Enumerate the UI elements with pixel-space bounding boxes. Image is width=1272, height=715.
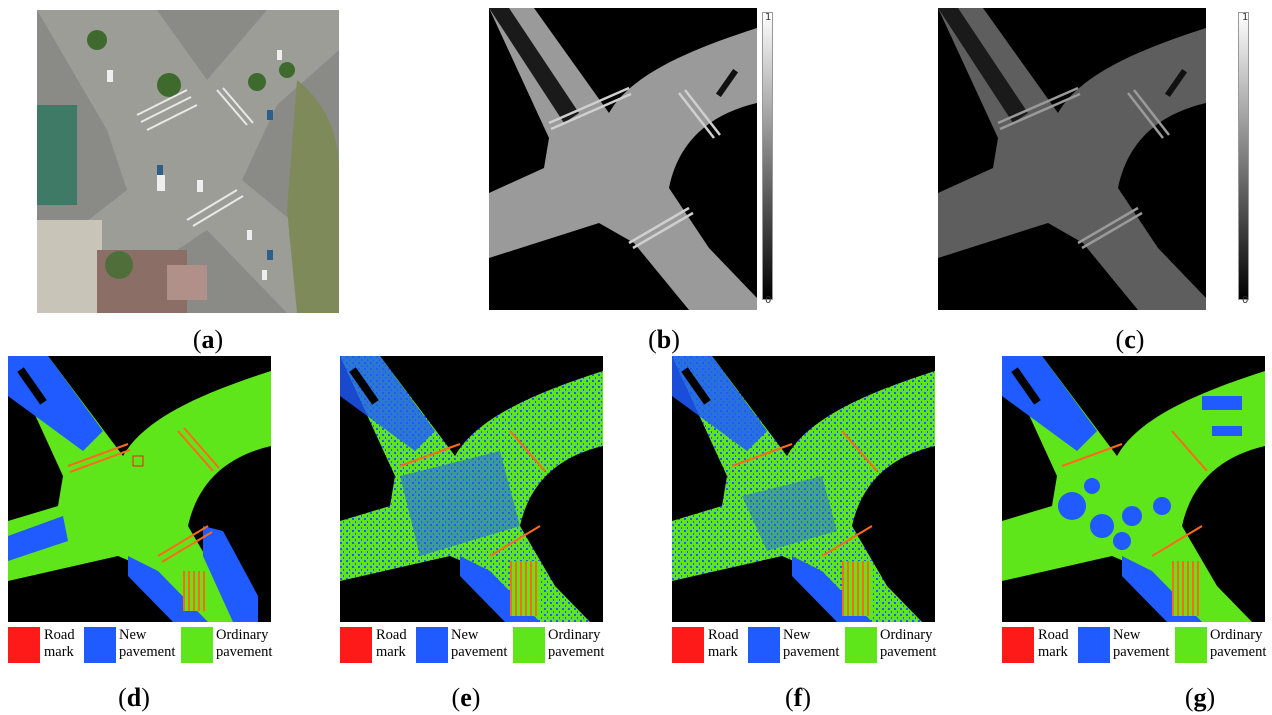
legend-label-ordinary-pavement: Ordinary pavement: [216, 627, 273, 660]
caption-e: (e): [451, 683, 481, 712]
caption-b: (b): [648, 325, 680, 354]
colorbar-b-top-label: 1: [765, 12, 772, 23]
legend-label-road-mark: Road mark: [44, 627, 75, 660]
caption-c: (c): [1115, 325, 1145, 354]
legend-swatch-ordinary-pavement: [181, 627, 213, 663]
legend-label-new-pavement: New pavement: [1113, 627, 1170, 660]
legend-swatch-new-pavement: [1078, 627, 1110, 663]
legend-swatch-road-mark: [8, 627, 40, 663]
legend-f: Road mark New pavement Ordinary pavement: [672, 627, 937, 671]
legend-label-new-pavement: New pavement: [783, 627, 840, 660]
colorbar-b: [762, 12, 773, 300]
legend-swatch-ordinary-pavement: [513, 627, 545, 663]
legend-swatch-new-pavement: [748, 627, 780, 663]
panel-e-classification-map: [340, 356, 603, 622]
panel-d-classification-map: [8, 356, 271, 622]
legend-label-ordinary-pavement: Ordinary pavement: [880, 627, 937, 660]
panel-f-classification-map: [672, 356, 935, 622]
panel-b-grayscale-map: [489, 8, 757, 310]
colorbar-c-top-label: 1: [1242, 12, 1249, 23]
legend-swatch-road-mark: [1002, 627, 1034, 663]
caption-a: (a): [192, 325, 224, 354]
colorbar-c-bottom-label: 0: [1242, 295, 1249, 306]
legend-label-road-mark: Road mark: [376, 627, 407, 660]
legend-e: Road mark New pavement Ordinary pavement: [340, 627, 605, 671]
colorbar-b-bottom-label: 0: [765, 295, 772, 306]
caption-f: (f): [784, 683, 811, 712]
panel-a-aerial-photo: [37, 10, 339, 313]
legend-label-road-mark: Road mark: [708, 627, 739, 660]
caption-g: (g): [1184, 683, 1216, 712]
legend-swatch-ordinary-pavement: [845, 627, 877, 663]
legend-swatch-road-mark: [672, 627, 704, 663]
legend-label-ordinary-pavement: Ordinary pavement: [548, 627, 605, 660]
legend-swatch-road-mark: [340, 627, 372, 663]
legend-g: Road mark New pavement Ordinary pavement: [1002, 627, 1267, 671]
panel-c-grayscale-map: [938, 8, 1206, 310]
legend-label-new-pavement: New pavement: [451, 627, 508, 660]
legend-label-road-mark: Road mark: [1038, 627, 1069, 660]
legend-swatch-new-pavement: [84, 627, 116, 663]
legend-label-ordinary-pavement: Ordinary pavement: [1210, 627, 1267, 660]
legend-d: Road mark New pavement Ordinary pavement: [8, 627, 273, 671]
legend-label-new-pavement: New pavement: [119, 627, 176, 660]
legend-swatch-ordinary-pavement: [1175, 627, 1207, 663]
legend-swatch-new-pavement: [416, 627, 448, 663]
panel-g-classification-map: [1002, 356, 1265, 622]
colorbar-c: [1238, 12, 1249, 300]
caption-d: (d): [118, 683, 150, 712]
